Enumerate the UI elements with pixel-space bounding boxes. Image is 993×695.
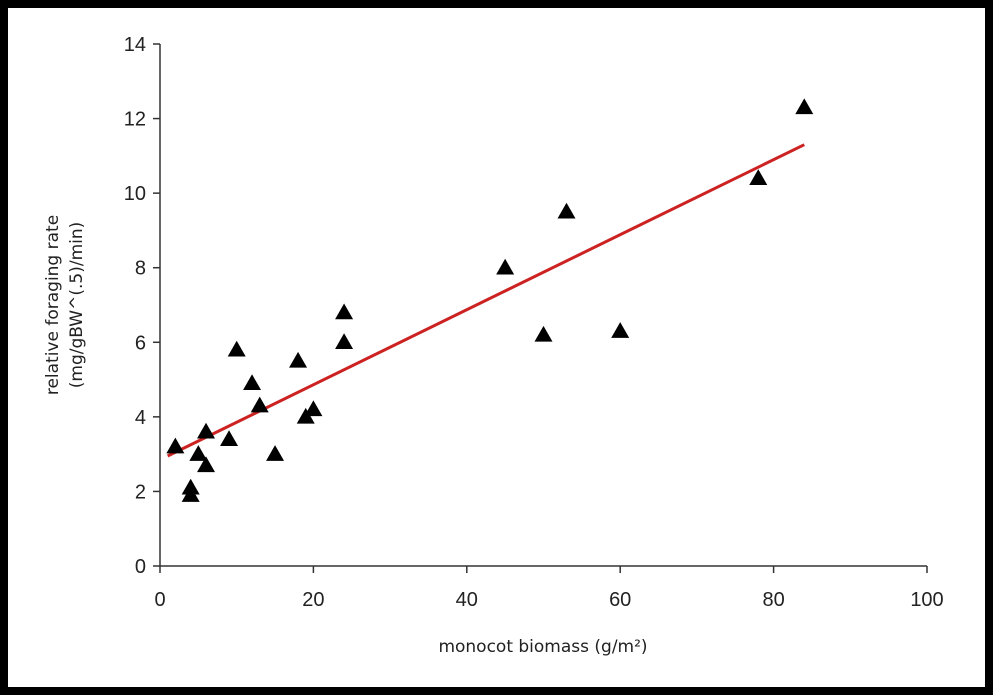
data-point-triangle [496, 258, 515, 275]
data-point-triangle [534, 325, 553, 342]
x-axis-label: monocot biomass (g/m²) [438, 637, 647, 657]
data-point-triangle [335, 303, 354, 320]
x-tick-label: 40 [456, 589, 478, 611]
data-point-triangle [749, 169, 768, 185]
y-tick-label: 0 [135, 556, 146, 578]
ticks: 0 2 4 6 8 10 12 14 0 20 40 60 80 100 [124, 34, 944, 611]
trendline-group [167, 143, 805, 458]
data-point-triangle [557, 202, 576, 219]
data-point-triangle [197, 422, 216, 439]
x-tick-label: 80 [762, 589, 784, 611]
y-axis-label-group: relative foraging rate (mg/gBW^(.5)/min) [43, 215, 87, 395]
data-point-triangle [166, 437, 185, 454]
y-tick-label: 4 [135, 407, 146, 429]
y-tick-label: 10 [124, 183, 146, 205]
y-axis-label-line1: relative foraging rate [43, 215, 63, 395]
x-tick-label: 60 [609, 589, 631, 611]
data-point-triangle [197, 456, 216, 473]
data-point-triangle [795, 98, 814, 115]
x-tick-label: 0 [154, 589, 165, 611]
data-point-triangle [266, 445, 285, 461]
data-point-triangle [227, 340, 246, 357]
y-tick-label: 12 [124, 109, 146, 131]
data-point-triangle [335, 333, 354, 350]
data-point-triangle [189, 445, 208, 461]
data-point-triangle [304, 400, 323, 417]
x-tick-label: 20 [302, 589, 324, 611]
data-point-triangle [181, 486, 200, 502]
y-axis-label-line2: (mg/gBW^(.5)/min) [67, 222, 87, 389]
data-point-triangle [220, 430, 239, 446]
data-points [166, 98, 814, 502]
data-point-triangle [250, 396, 269, 413]
y-tick-label: 8 [135, 258, 146, 280]
trendline [167, 143, 805, 458]
data-point-triangle [289, 351, 308, 368]
data-point-triangle [611, 322, 630, 338]
data-point-triangle [243, 374, 262, 391]
x-tick-label: 100 [910, 589, 943, 611]
axes [159, 44, 927, 567]
y-tick-label: 2 [135, 481, 146, 503]
y-tick-label: 14 [124, 34, 146, 56]
y-tick-label: 6 [135, 332, 146, 354]
